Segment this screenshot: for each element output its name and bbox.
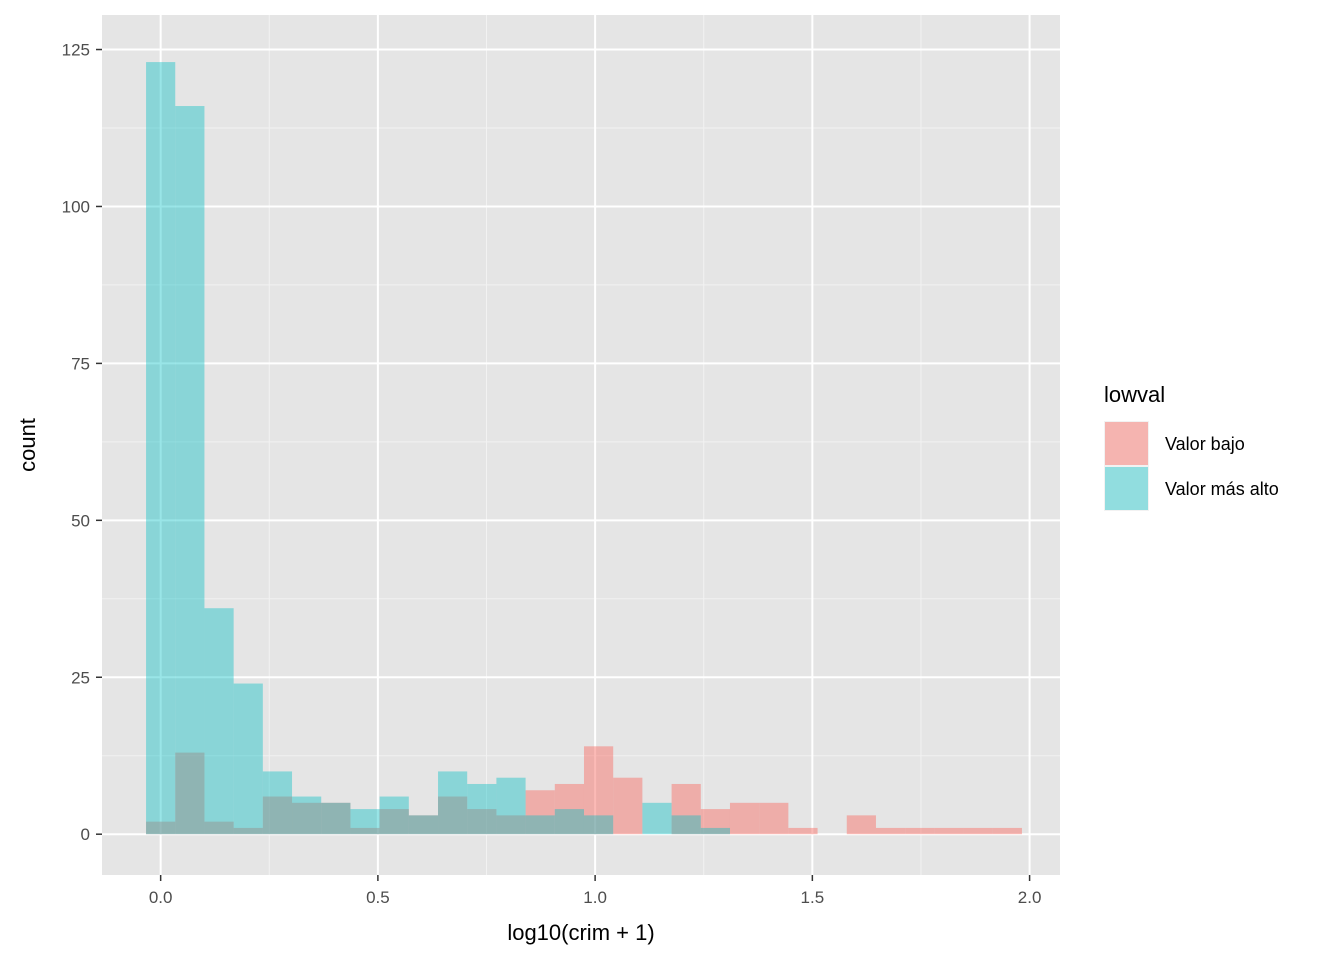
- histogram-bar: [671, 815, 701, 835]
- histogram-bar: [496, 777, 526, 835]
- histogram-bar: [496, 815, 526, 835]
- y-tick-label: 25: [71, 668, 90, 687]
- histogram-bar: [262, 796, 293, 835]
- histogram-bar: [700, 809, 730, 835]
- histogram-bar: [467, 809, 497, 835]
- legend-swatch: [1105, 422, 1148, 465]
- histogram-bar: [321, 802, 351, 835]
- histogram-bar: [846, 815, 876, 835]
- histogram-bar: [438, 796, 468, 835]
- x-tick-label: 1.0: [583, 888, 607, 907]
- histogram-bar: [262, 771, 293, 835]
- legend-label: Valor más alto: [1165, 479, 1279, 499]
- histogram-bar: [963, 827, 993, 835]
- histogram-bar: [583, 746, 614, 835]
- histogram-bar: [146, 62, 176, 835]
- y-tick-label: 125: [62, 41, 90, 60]
- histogram-bar: [788, 827, 818, 835]
- y-tick-label: 50: [71, 511, 90, 530]
- histogram-bar: [729, 802, 760, 835]
- y-tick-label: 100: [62, 197, 90, 216]
- x-axis-title: log10(crim + 1): [507, 920, 654, 945]
- x-axis: 0.0 0.5 1.0 1.5 2.0: [149, 875, 1042, 907]
- histogram-bar: [613, 777, 643, 835]
- y-axis: 0 25 50 75 100 125: [62, 41, 102, 844]
- histogram-bar: [467, 783, 497, 835]
- histogram-bar: [175, 752, 205, 835]
- histogram-bar: [554, 809, 584, 835]
- x-tick-label: 1.5: [801, 888, 825, 907]
- histogram-bar: [292, 802, 322, 835]
- histogram-bar: [204, 608, 234, 835]
- histogram-bar: [905, 827, 935, 835]
- plot-panel: [102, 15, 1060, 875]
- y-tick-label: 0: [81, 825, 90, 844]
- histogram-bar: [350, 809, 380, 835]
- histogram-bar: [146, 821, 176, 835]
- legend-swatch: [1105, 467, 1148, 510]
- x-tick-label: 0.0: [149, 888, 173, 907]
- histogram-bars: [146, 62, 1022, 835]
- histogram-bar: [292, 796, 322, 835]
- y-tick-label: 75: [71, 354, 90, 373]
- histogram-bar: [525, 815, 555, 835]
- histogram-bar: [934, 827, 964, 835]
- series-1: [146, 62, 730, 835]
- histogram-bar: [233, 827, 263, 835]
- x-tick-label: 0.5: [366, 888, 390, 907]
- histogram-bar: [408, 815, 439, 835]
- x-tick-label: 2.0: [1018, 888, 1042, 907]
- legend: lowval Valor bajo Valor más alto: [1104, 382, 1279, 511]
- histogram-bar: [438, 771, 468, 835]
- minor-grid: [102, 15, 1060, 875]
- legend-title: lowval: [1104, 382, 1165, 407]
- histogram-bar: [204, 821, 234, 835]
- legend-key-background: [1104, 466, 1149, 511]
- histogram-bar: [321, 802, 351, 835]
- histogram-bar: [525, 790, 555, 835]
- histogram-bar: [875, 827, 906, 835]
- histogram-bar: [379, 796, 409, 835]
- legend-label: Valor bajo: [1165, 434, 1245, 454]
- histogram-bar: [671, 783, 701, 835]
- histogram-bar: [642, 802, 672, 835]
- histogram-bar: [408, 815, 439, 835]
- histogram-bar: [583, 815, 614, 835]
- histogram-bar: [700, 827, 730, 835]
- histogram-bar: [759, 802, 789, 835]
- y-axis-title: count: [15, 418, 40, 472]
- histogram-bar: [233, 683, 263, 835]
- histogram-bar: [350, 827, 380, 835]
- histogram-bar: [554, 783, 584, 835]
- histogram-bar: [379, 809, 409, 835]
- series-0: [146, 746, 1022, 835]
- histogram-bar: [175, 106, 205, 835]
- histogram-bar: [992, 827, 1022, 835]
